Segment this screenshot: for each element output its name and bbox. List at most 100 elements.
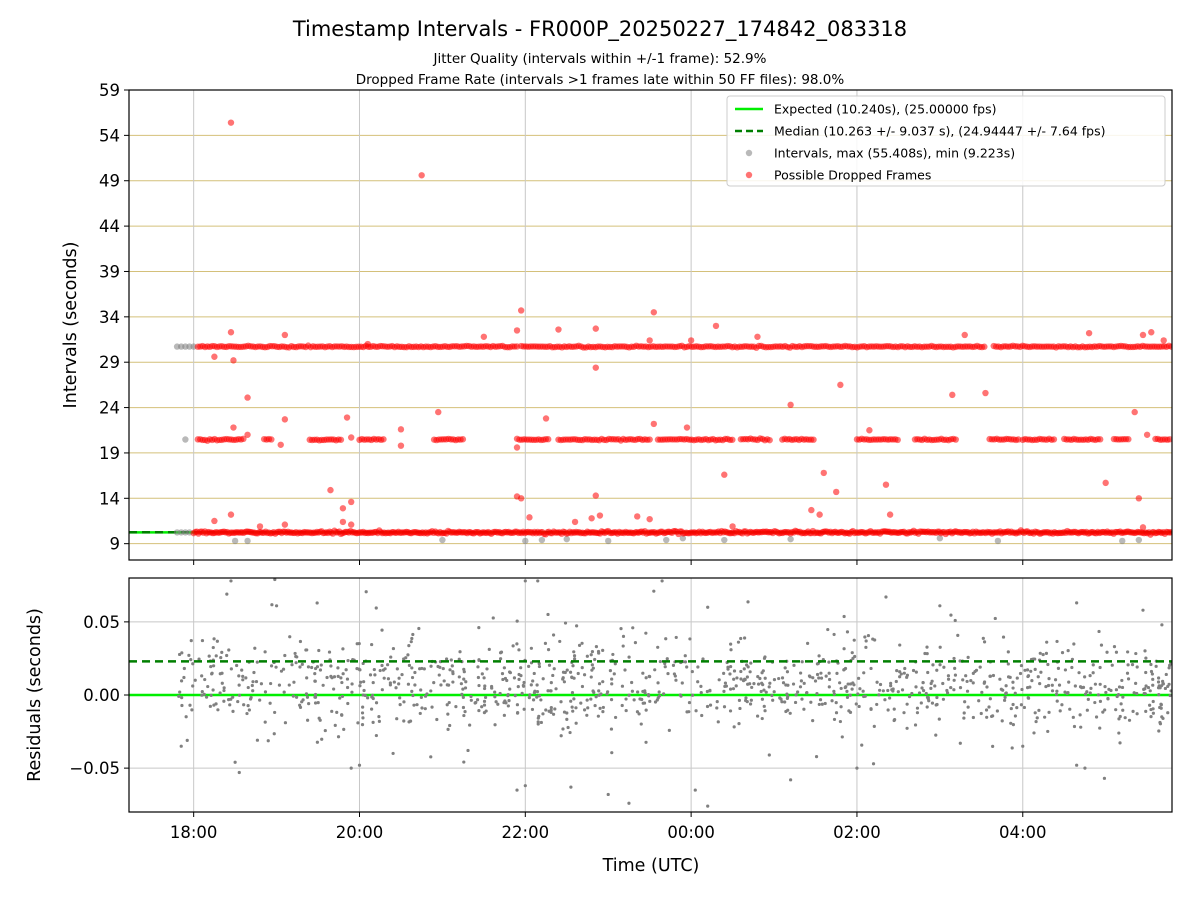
residual-point: [641, 701, 645, 705]
residual-point: [941, 697, 946, 701]
residual-point: [1035, 716, 1039, 720]
residual-point: [639, 722, 643, 726]
residual-point: [283, 653, 287, 658]
residual-point: [952, 656, 956, 661]
residual-point: [1150, 672, 1154, 676]
residual-point: [287, 683, 291, 687]
residual-point: [523, 784, 527, 788]
residual-point: [493, 723, 497, 727]
residual-point: [690, 669, 694, 674]
residual-point: [543, 641, 548, 645]
residual-point: [915, 711, 920, 715]
dropped-frame-point: [1085, 329, 1093, 337]
residual-point: [561, 727, 565, 731]
residual-point: [784, 683, 788, 687]
residual-point: [827, 677, 832, 682]
residual-point: [735, 676, 739, 680]
residual-point: [1032, 731, 1036, 735]
residual-point: [579, 701, 583, 705]
dropped-frame-point: [1166, 436, 1172, 443]
dropped-frame-point: [343, 414, 351, 421]
residual-point: [699, 684, 703, 688]
residual-point: [737, 698, 742, 702]
residual-point: [341, 647, 345, 651]
residual-point: [397, 676, 401, 680]
residual-point: [484, 709, 488, 713]
residual-point: [811, 676, 815, 680]
residual-point: [585, 654, 589, 658]
residual-point: [1159, 684, 1164, 688]
residual-point: [935, 668, 939, 672]
residual-point: [832, 692, 836, 696]
residual-point: [546, 612, 550, 617]
residual-point: [938, 663, 942, 667]
residual-point: [1157, 729, 1161, 733]
residual-point: [1116, 693, 1121, 697]
dropped-frame-point: [380, 436, 387, 443]
residual-point: [984, 708, 989, 712]
residual-point: [715, 706, 719, 710]
residual-point: [294, 661, 298, 665]
residual-point: [609, 727, 614, 731]
residual-point: [1103, 708, 1107, 712]
residual-point: [990, 714, 994, 719]
residual-point: [301, 698, 305, 702]
residual-point: [914, 685, 918, 689]
residual-point: [1067, 680, 1071, 684]
residual-point: [1131, 709, 1135, 714]
residual-point: [620, 684, 625, 688]
residual-point: [593, 703, 597, 708]
residual-point: [1057, 683, 1062, 687]
residual-point: [962, 711, 966, 715]
residual-point: [313, 695, 318, 699]
residual-point: [323, 728, 327, 733]
residual-point: [1105, 650, 1109, 654]
residual-point: [949, 685, 953, 690]
residual-point: [1081, 685, 1086, 689]
residual-point: [610, 751, 614, 755]
residual-point: [800, 697, 804, 701]
residual-point: [838, 681, 842, 685]
dropped-frame-point: [810, 436, 817, 443]
residual-point: [446, 727, 450, 731]
y-tick-label: 29: [99, 353, 120, 372]
residual-point: [209, 693, 213, 697]
residual-point: [229, 667, 233, 671]
residual-point: [572, 654, 577, 658]
dropped-frame-point: [596, 512, 604, 519]
residual-point: [1085, 690, 1089, 694]
residual-point: [1004, 691, 1008, 696]
residual-point: [330, 676, 334, 680]
residual-point: [1096, 693, 1101, 697]
dropped-frame-point: [820, 469, 827, 477]
residual-point: [246, 704, 250, 708]
residual-point: [206, 684, 210, 689]
dropped-frame-point: [480, 333, 488, 340]
residual-point: [956, 633, 960, 637]
residual-point: [423, 707, 427, 711]
residual-point: [461, 705, 466, 710]
legend-label: Intervals, max (55.408s), min (9.223s): [774, 146, 1015, 161]
residual-point: [494, 700, 498, 704]
residual-point: [924, 691, 928, 696]
residual-point: [965, 689, 970, 693]
residual-point: [1036, 675, 1040, 679]
residual-point: [298, 639, 303, 644]
residual-point: [756, 714, 760, 718]
residual-point: [237, 683, 241, 687]
residual-point: [179, 679, 184, 683]
residual-point: [905, 726, 909, 730]
residual-point: [920, 686, 924, 690]
dropped-frame-point: [766, 436, 773, 444]
residual-point: [187, 653, 191, 657]
residual-point: [1126, 650, 1130, 654]
residual-point: [304, 648, 308, 652]
dropped-frame-point: [949, 391, 956, 399]
residual-point: [1026, 696, 1030, 700]
residual-point: [716, 720, 720, 724]
residual-point: [963, 700, 967, 704]
residual-point: [430, 705, 434, 709]
residual-point: [544, 708, 548, 712]
residual-point: [338, 696, 342, 700]
residual-point: [569, 785, 573, 789]
